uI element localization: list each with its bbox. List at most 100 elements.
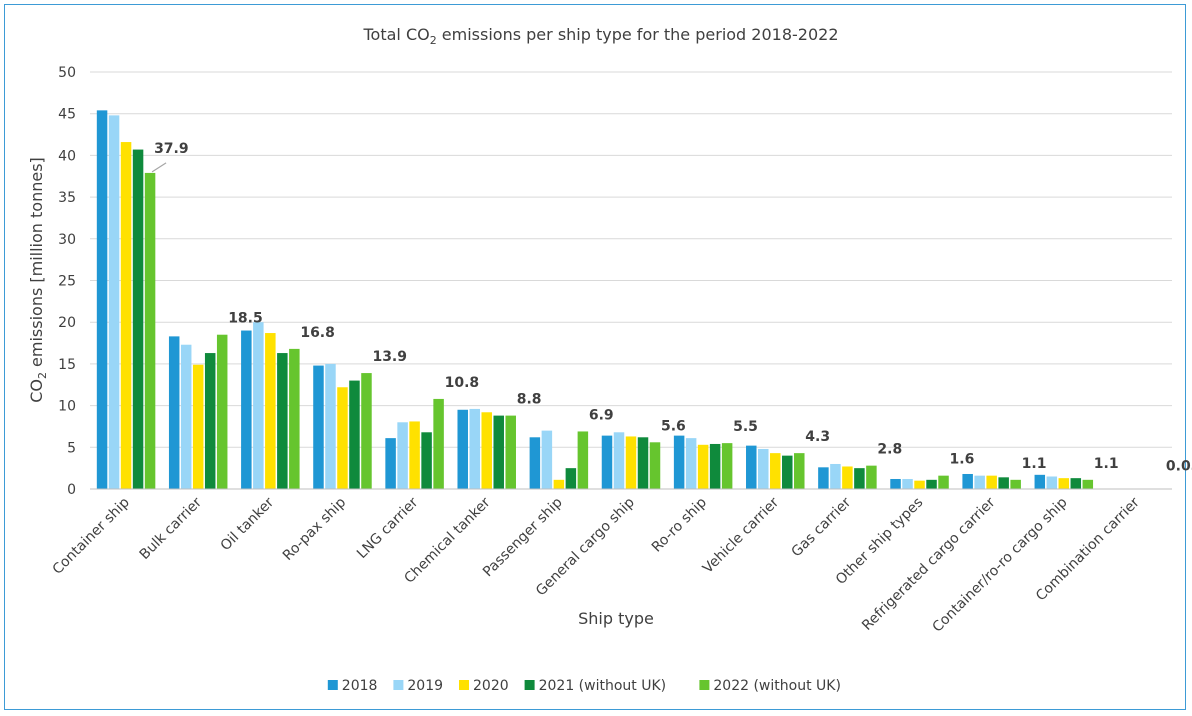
bar	[890, 478, 901, 489]
bar	[565, 468, 577, 489]
bar	[289, 348, 300, 489]
bar	[697, 444, 709, 489]
bar	[577, 431, 589, 489]
bar	[1034, 474, 1046, 489]
bar	[204, 353, 216, 489]
y-tick-label: 10	[58, 399, 76, 415]
category-label: Gas carrier	[788, 494, 854, 560]
legend-swatch	[393, 680, 404, 690]
category-label: Ro-ro ship	[649, 494, 710, 555]
bar	[361, 373, 372, 489]
data-label: 10.8	[445, 375, 480, 391]
x-axis-title: Ship type	[578, 609, 654, 628]
bar	[397, 422, 408, 489]
bar	[192, 364, 204, 489]
bar	[241, 330, 252, 489]
y-tick-label: 45	[58, 107, 76, 123]
bar	[758, 448, 769, 489]
data-labels: 37.9 18.5 16.8 13.9 10.8 8.8 6.9 5.6 5.5 4.3 2.8 1.…	[151, 141, 1192, 475]
category-label: Container ship	[50, 494, 133, 577]
y-axis-ticks: 0 5 10 15 20 25 30 35 40 45 50	[58, 65, 76, 498]
bar	[854, 468, 865, 489]
data-label: 4.3	[805, 429, 830, 445]
bar	[782, 455, 793, 489]
y-axis-title: CO2 emissions [million tonnes]	[27, 157, 49, 403]
gridlines	[90, 71, 1172, 448]
bar	[349, 380, 360, 489]
y-tick-label: 50	[58, 65, 76, 81]
bar	[337, 387, 348, 489]
bar	[277, 353, 288, 489]
bar	[529, 437, 541, 489]
bar	[685, 438, 697, 489]
category-label: Vehicle carrier	[700, 494, 782, 576]
bar	[962, 473, 973, 489]
y-tick-label: 30	[58, 232, 76, 248]
bar	[649, 442, 661, 489]
bar	[601, 435, 613, 489]
bar	[180, 344, 192, 489]
bars	[96, 110, 1166, 490]
category-label: Ro-pax ship	[280, 494, 349, 563]
bar	[1010, 479, 1021, 489]
bar	[794, 453, 805, 489]
data-label: 16.8	[300, 325, 335, 341]
data-label-leader	[151, 162, 167, 173]
bar	[421, 432, 432, 489]
category-label: LNG carrier	[354, 494, 422, 562]
bar	[914, 480, 925, 489]
data-label: 1.1	[1094, 456, 1119, 472]
y-tick-label: 0	[67, 482, 76, 498]
bar	[541, 430, 553, 489]
bar	[1046, 476, 1058, 489]
data-label: 37.9	[154, 141, 189, 157]
bar	[120, 142, 132, 489]
legend-swatch	[699, 680, 710, 690]
bar	[553, 479, 565, 489]
bar	[433, 398, 444, 489]
data-label: 6.9	[589, 407, 614, 423]
bar	[469, 408, 480, 489]
category-label: Oil tanker	[218, 494, 278, 554]
category-label: Bulk carrier	[137, 494, 206, 563]
bar	[926, 479, 937, 489]
bar	[168, 336, 180, 489]
bar	[842, 466, 853, 489]
bar	[96, 110, 108, 489]
legend-swatch	[459, 680, 469, 690]
data-label: 13.9	[372, 349, 407, 365]
bar	[457, 409, 468, 489]
data-label: 1.1	[1022, 456, 1047, 472]
bar	[974, 475, 985, 489]
data-label: 2.8	[877, 442, 902, 458]
bar	[1058, 478, 1070, 489]
bar	[986, 475, 997, 489]
chart-frame	[4, 4, 1186, 710]
data-label: 0.05	[1166, 459, 1192, 475]
bar	[902, 478, 913, 489]
bar	[1070, 478, 1082, 489]
chart-title: Total CO2 emissions per ship type for th…	[363, 25, 839, 47]
bar	[637, 437, 649, 489]
bar	[505, 415, 516, 489]
data-label: 5.6	[661, 418, 686, 434]
category-label: Refrigerated cargo carrier	[859, 494, 999, 634]
bar	[385, 438, 396, 489]
bar	[866, 465, 877, 489]
bar	[313, 365, 324, 489]
y-tick-label: 25	[58, 274, 76, 290]
bar	[709, 443, 721, 489]
y-tick-label: 40	[58, 148, 76, 164]
bar	[481, 412, 492, 489]
legend-label: 2022 (without UK)	[713, 678, 841, 694]
y-tick-label: 5	[67, 440, 76, 456]
data-label: 1.6	[950, 452, 975, 468]
bar	[818, 467, 829, 489]
y-tick-label: 35	[58, 190, 76, 206]
bar	[613, 432, 625, 489]
bar	[746, 445, 757, 489]
legend-label: 2018	[342, 678, 378, 694]
bar	[938, 475, 949, 489]
bar	[108, 115, 120, 490]
